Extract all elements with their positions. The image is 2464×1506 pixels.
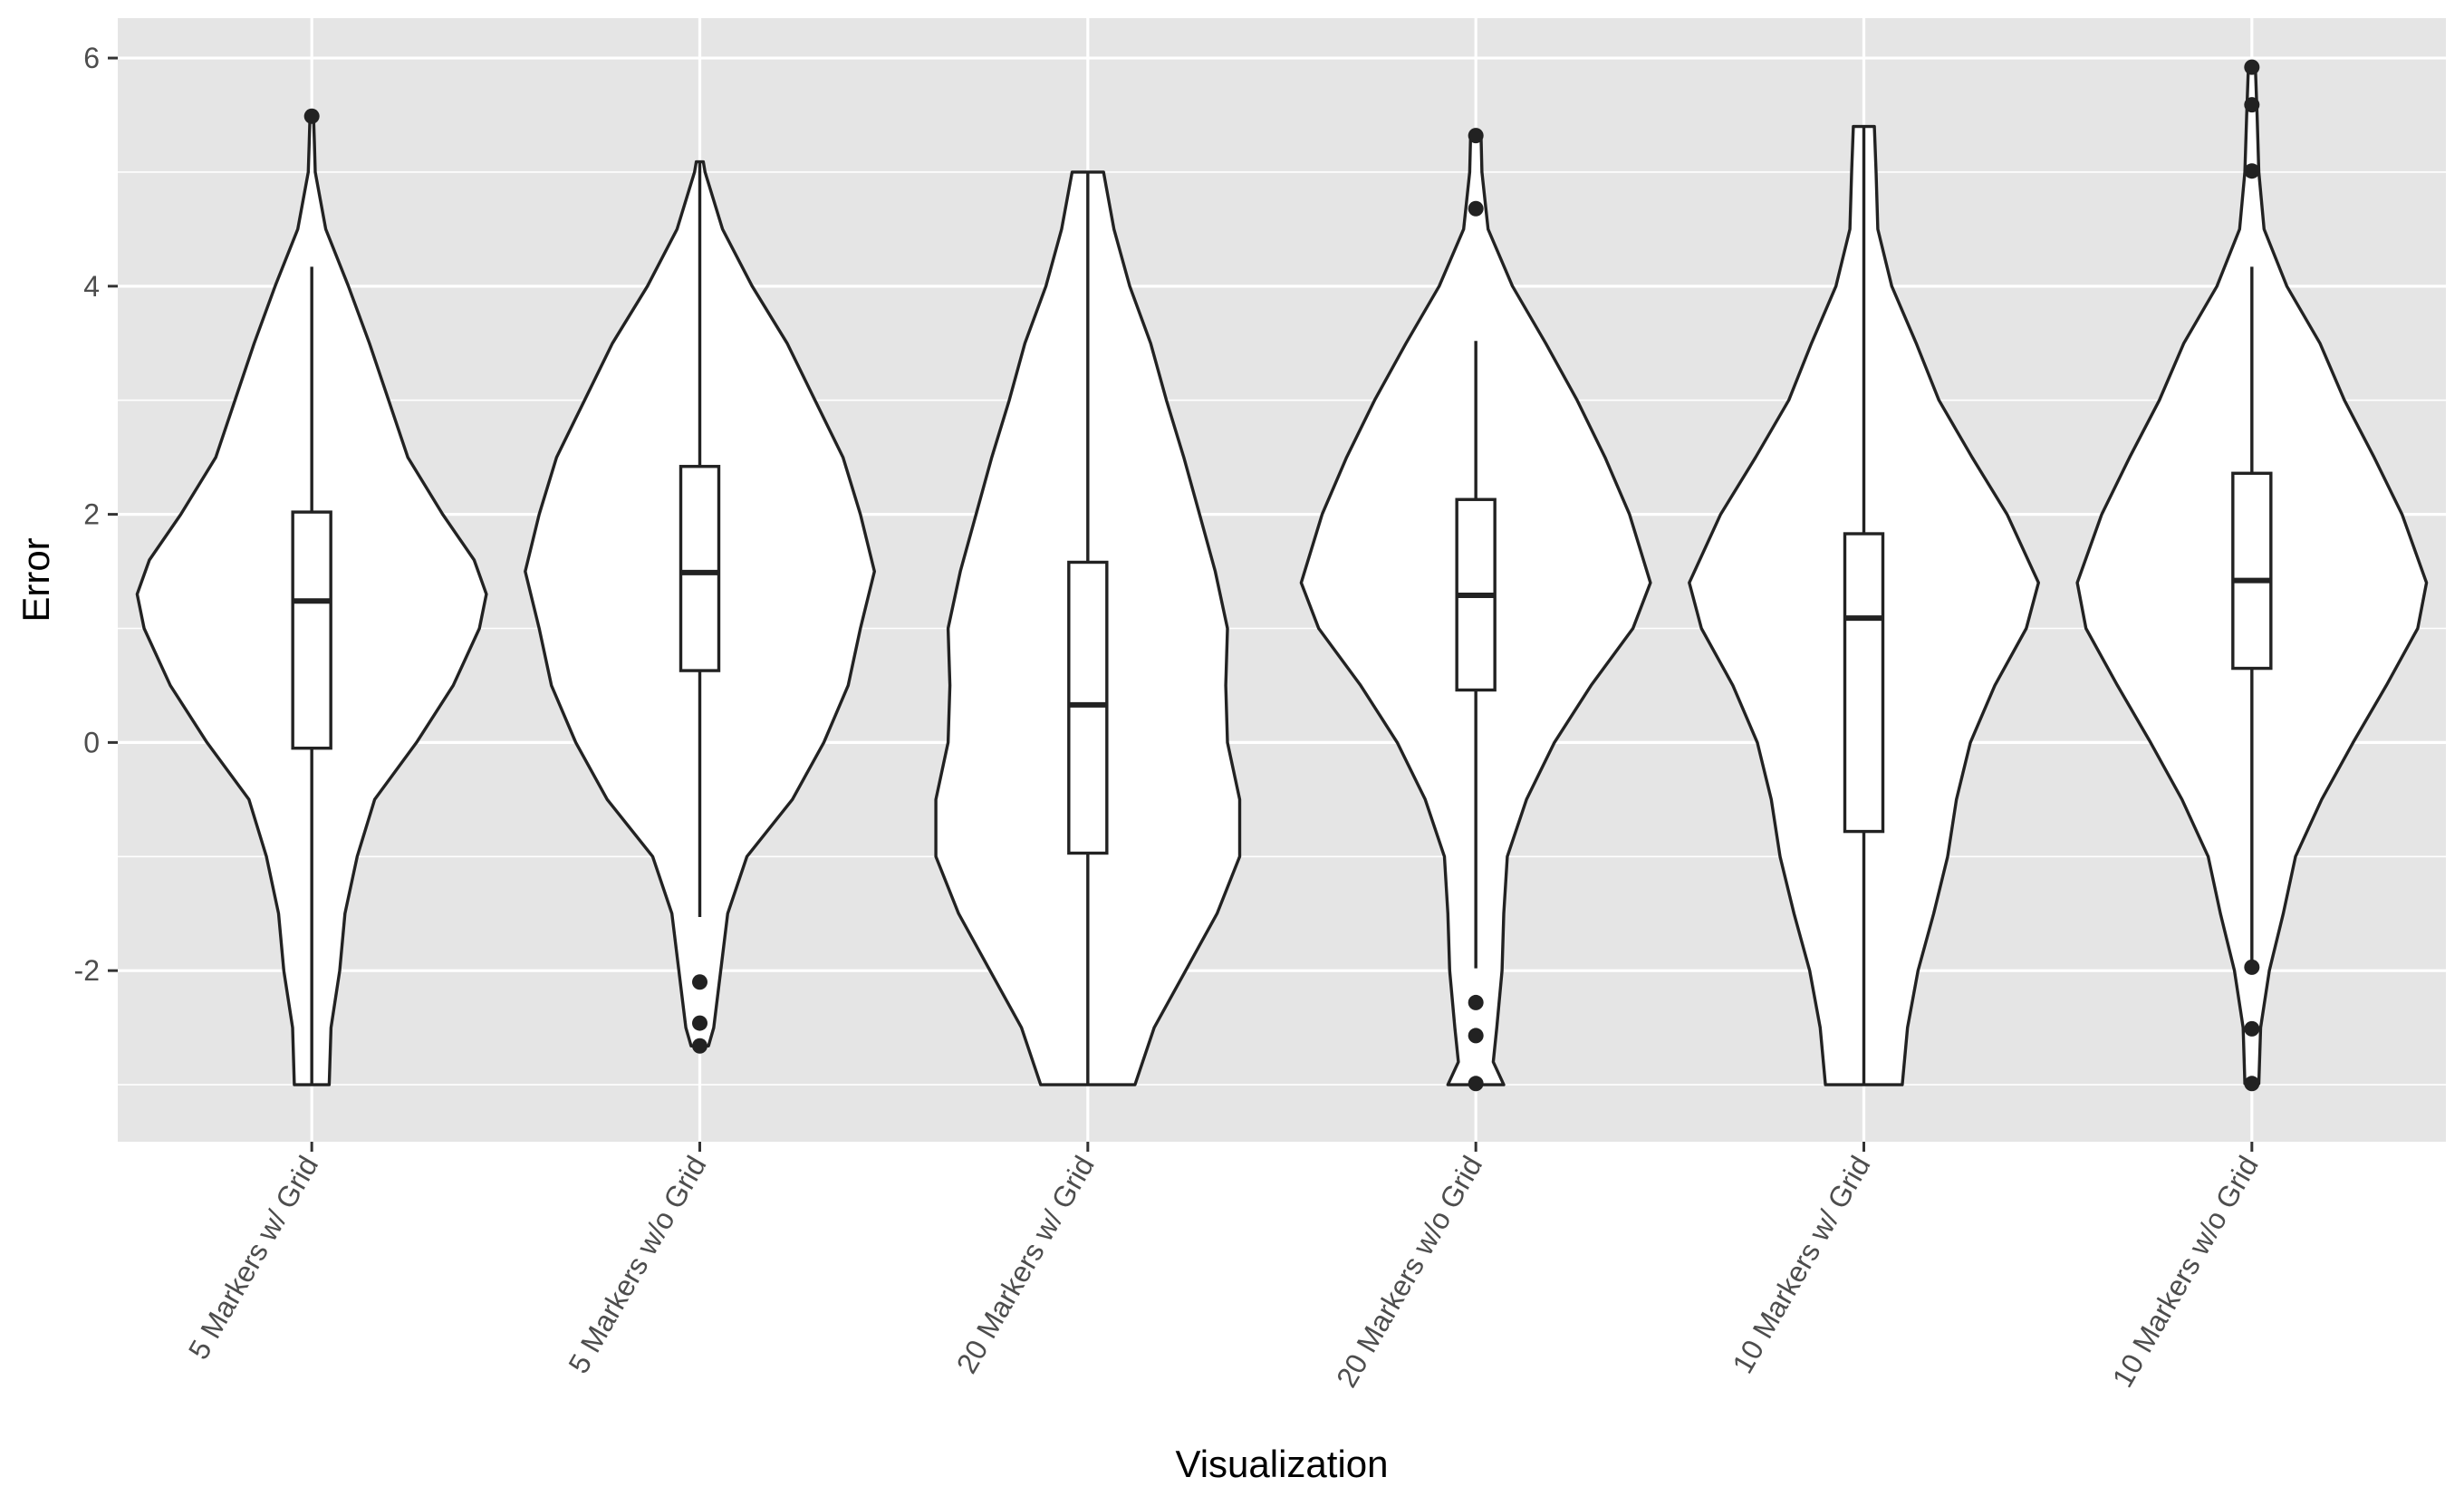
outlier-point (2244, 59, 2260, 75)
outlier-point (1468, 1076, 1484, 1092)
boxplot-6 (2231, 266, 2273, 968)
y-tick-label: 6 (83, 42, 100, 74)
outlier-point (1468, 200, 1484, 217)
x-tick-label: 10 Markers w/ Grid (1726, 1151, 1876, 1379)
outlier-point (692, 1015, 707, 1031)
y-tick-label: -2 (74, 954, 100, 987)
boxplots (291, 126, 2273, 1086)
x-axis: 5 Markers w/ Grid 5 Markers w/o Grid 20 Ma… (182, 1142, 2265, 1393)
outlier-points (303, 59, 2260, 1092)
y-tick-label: 4 (83, 270, 100, 303)
plot-panel (118, 18, 2446, 1142)
boxplot-2 (679, 161, 721, 917)
outlier-point (2244, 163, 2260, 179)
outlier-point (1468, 128, 1484, 144)
outlier-point (2244, 1020, 2260, 1037)
x-tick-label: 5 Markers w/o Grid (562, 1151, 712, 1379)
x-tick-label: 20 Markers w/o Grid (1330, 1151, 1488, 1393)
outlier-point (692, 974, 707, 990)
outlier-point (2244, 959, 2260, 975)
x-axis-title: Visualization (1175, 1443, 1388, 1485)
boxplot-3 (1067, 171, 1109, 1086)
iqr-box (1067, 560, 1109, 855)
y-tick-label: 2 (83, 498, 100, 531)
boxplot-1 (291, 266, 332, 1086)
iqr-box (291, 510, 332, 750)
y-axis-title: Error (14, 537, 57, 622)
iqr-box (1843, 532, 1885, 834)
x-tick-label: 20 Markers w/ Grid (950, 1151, 1101, 1379)
iqr-box (2231, 471, 2273, 671)
y-axis: -2 0 2 4 6 (74, 42, 118, 987)
x-tick-label: 5 Markers w/ Grid (182, 1151, 324, 1366)
outlier-point (1468, 1028, 1484, 1044)
outlier-point (2244, 97, 2260, 113)
boxplot-5 (1843, 126, 1885, 1086)
outlier-point (2244, 1076, 2260, 1092)
outlier-point (303, 108, 320, 124)
y-tick-label: 0 (83, 726, 100, 758)
iqr-box (679, 465, 721, 672)
boxplot-4 (1455, 341, 1497, 969)
outlier-point (1468, 994, 1484, 1010)
minor-gridlines (118, 171, 2446, 1086)
outlier-point (692, 1038, 707, 1054)
x-tick-label: 10 Markers w/o Grid (2106, 1151, 2265, 1393)
